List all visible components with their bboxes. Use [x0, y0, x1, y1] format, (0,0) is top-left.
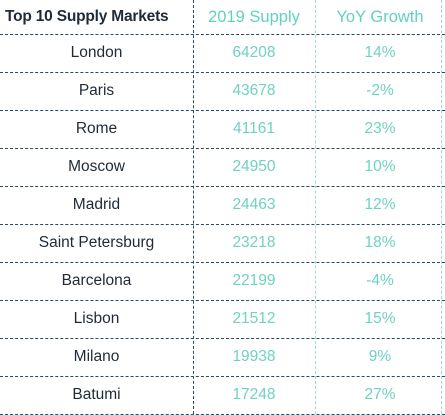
table-row: Paris 43678 -2% — [0, 72, 445, 110]
supply-value: 64208 — [232, 44, 276, 61]
row-divider — [0, 262, 445, 263]
column-header-supply: 2019 Supply — [208, 7, 300, 26]
table-row: Barcelona 22199 -4% — [0, 262, 445, 300]
market-name: Milano — [73, 348, 120, 365]
market-name: Madrid — [72, 196, 121, 213]
table-row: Rome 41161 23% — [0, 110, 445, 148]
row-divider — [0, 72, 445, 73]
market-name: Saint Petersburg — [38, 234, 155, 251]
row-divider — [0, 186, 445, 187]
row-divider — [0, 338, 445, 339]
growth-value: -4% — [366, 272, 394, 289]
row-divider — [0, 300, 445, 301]
row-divider — [0, 376, 445, 377]
row-divider — [0, 224, 445, 225]
column-divider-market — [193, 0, 194, 414]
supply-value: 24950 — [232, 158, 276, 175]
supply-value: 23218 — [232, 234, 276, 251]
table-header-row: Top 10 Supply Markets 2019 Supply YoY Gr… — [0, 0, 445, 34]
market-name: Barcelona — [61, 272, 132, 289]
supply-value: 19938 — [232, 348, 276, 365]
growth-value: 10% — [364, 158, 396, 175]
table-row: Batumi 17248 27% — [0, 376, 445, 414]
market-name: Batumi — [72, 386, 121, 403]
growth-value: 18% — [364, 234, 396, 251]
supply-value: 21512 — [232, 310, 276, 327]
table-row: Saint Petersburg 23218 18% — [0, 224, 445, 262]
column-divider-supply — [315, 0, 316, 414]
table-row: Milano 19938 9% — [0, 338, 445, 376]
market-name: Moscow — [68, 158, 125, 175]
table-row: Moscow 24950 10% — [0, 148, 445, 186]
supply-value: 41161 — [233, 120, 275, 137]
row-divider — [0, 148, 445, 149]
growth-value: 27% — [364, 386, 396, 403]
supply-value: 43678 — [232, 82, 276, 99]
table-row: London 64208 14% — [0, 34, 445, 72]
growth-value: 14% — [364, 44, 396, 61]
row-divider — [0, 34, 445, 35]
growth-value: 15% — [364, 310, 396, 327]
row-divider — [0, 110, 445, 111]
table-row: Lisbon 21512 15% — [0, 300, 445, 338]
market-name: Rome — [75, 120, 118, 137]
supply-value: 22199 — [232, 272, 276, 289]
growth-value: -2% — [366, 82, 394, 99]
supply-value: 24463 — [232, 196, 276, 213]
supply-value: 17248 — [232, 386, 276, 403]
market-name: Paris — [78, 82, 115, 99]
growth-value: 9% — [368, 348, 392, 365]
table-row: Madrid 24463 12% — [0, 186, 445, 224]
growth-value: 23% — [364, 120, 396, 137]
market-name: Lisbon — [73, 310, 120, 327]
growth-value: 12% — [364, 196, 396, 213]
column-header-growth: YoY Growth — [336, 7, 424, 26]
column-divider-growth — [441, 0, 442, 414]
market-name: London — [70, 44, 123, 61]
column-header-market: Top 10 Supply Markets — [5, 8, 169, 25]
